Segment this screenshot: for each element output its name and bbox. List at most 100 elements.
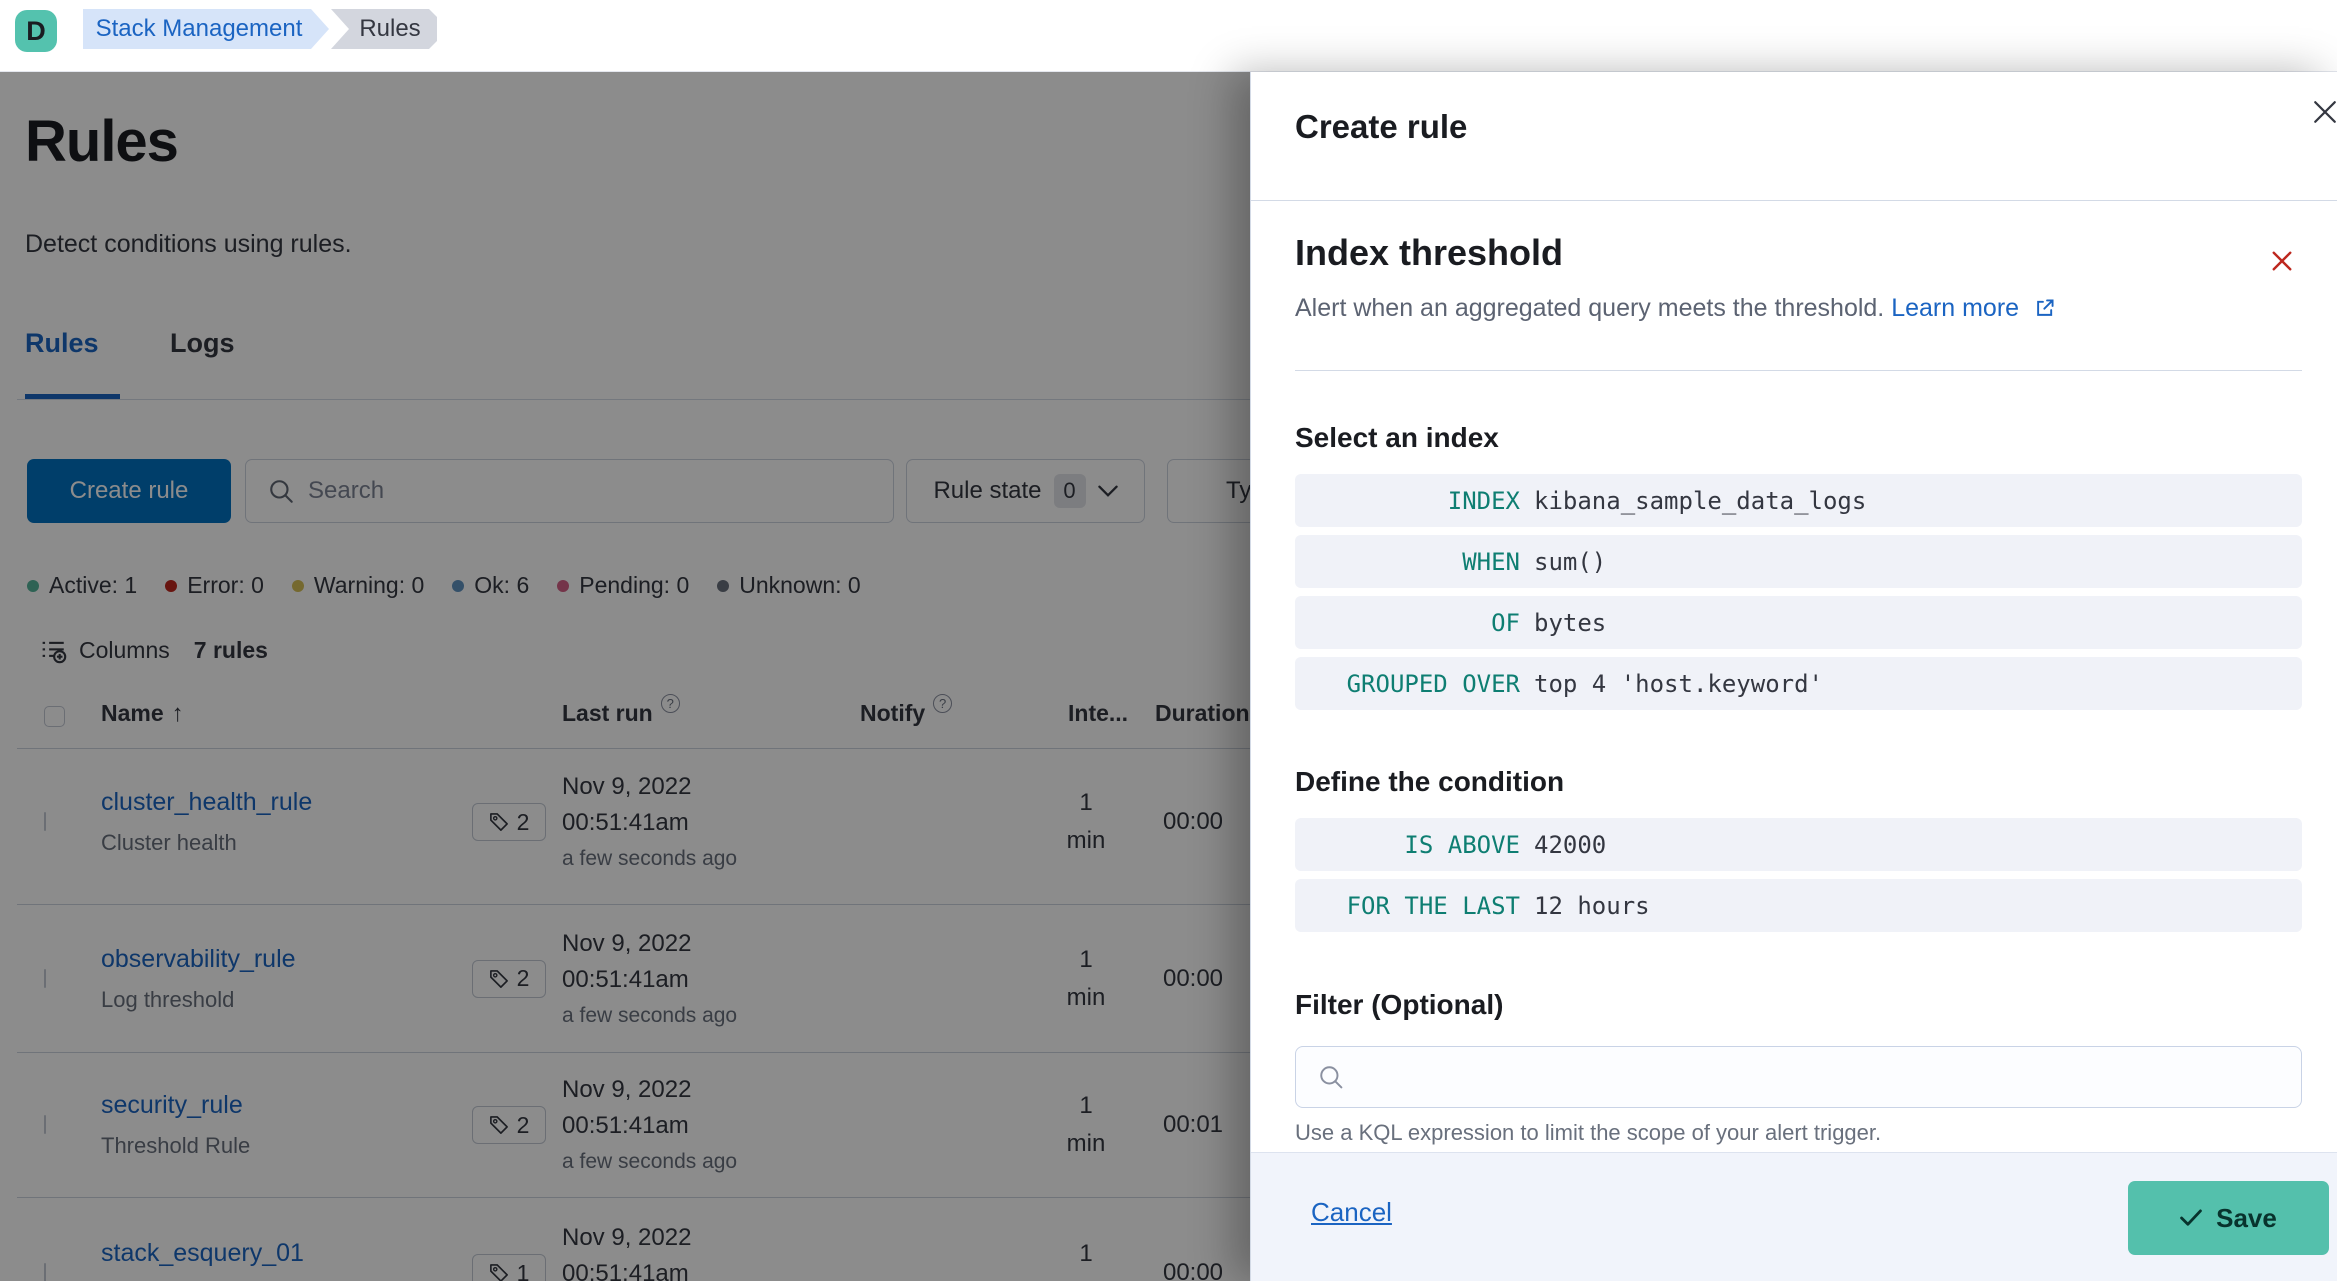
search-input[interactable]: Search (245, 459, 894, 523)
sort-asc-icon: ↑ (171, 700, 184, 727)
tags-badge[interactable]: 2 (472, 1106, 546, 1144)
legend-warning: Warning: 0 (291, 572, 424, 599)
search-icon (268, 478, 294, 504)
legend-pending: Pending: 0 (557, 572, 689, 599)
duration-cell: 00:00 (1162, 964, 1224, 992)
legend-unknown: Unknown: 0 (717, 572, 861, 599)
rule-state-filter-button[interactable]: Rule state 0 (906, 459, 1145, 523)
tab-logs[interactable]: Logs (170, 328, 235, 358)
row-separator (17, 904, 1250, 905)
interval-cell: 1 min (1067, 1240, 1106, 1281)
kql-filter-input[interactable] (1295, 1046, 2302, 1108)
when-expression[interactable]: WHEN sum() (1295, 535, 2302, 588)
active-dot (27, 579, 39, 592)
col-interval[interactable]: Inte... (1068, 700, 1129, 726)
table-row[interactable]: cluster_health_rule Cluster health 2 Nov… (0, 740, 1250, 904)
threshold-expression[interactable]: IS ABOVE 42000 (1295, 818, 2302, 871)
columns-icon (41, 638, 67, 664)
cancel-button[interactable]: Cancel (1311, 1197, 1392, 1227)
table-row[interactable]: security_rule Threshold Rule 2 Nov 9, 20… (0, 1053, 1250, 1197)
tag-icon (489, 813, 508, 831)
warning-dot (291, 579, 304, 592)
chevron-down-icon (1097, 485, 1118, 497)
table-header-border (17, 748, 1250, 749)
duration-cell: 00:01 (1162, 1111, 1224, 1138)
rule-type-label: Threshold Rule (101, 1133, 251, 1158)
tabs-divider (17, 399, 1250, 400)
select-index-heading: Select an index (1295, 422, 1499, 453)
breadcrumb-stack-management[interactable]: Stack Management (83, 9, 329, 49)
learn-more-link[interactable]: Learn more (1891, 294, 2056, 322)
error-dot (165, 579, 178, 592)
ok-dot (452, 579, 465, 592)
row-separator (17, 1052, 1250, 1053)
page-subtitle: Detect conditions using rules. (25, 230, 352, 258)
create-rule-button-label: Create rule (69, 477, 189, 504)
table-row[interactable]: observability_rule Log threshold 2 Nov 9… (0, 905, 1250, 1052)
save-button[interactable]: Save (2128, 1181, 2329, 1255)
columns-button[interactable]: Columns (79, 637, 170, 663)
condition-heading: Define the condition (1295, 766, 1565, 797)
row-checkbox[interactable] (44, 1115, 46, 1134)
grouped-over-expression[interactable]: GROUPED OVER top 4 'host.keyword' (1295, 657, 2302, 710)
time-window-expression[interactable]: FOR THE LAST 12 hours (1295, 879, 2302, 932)
col-name[interactable]: Name ↑ (101, 700, 184, 727)
of-expression[interactable]: OF bytes (1295, 596, 2302, 649)
duration-cell: 00:00 (1162, 1259, 1224, 1281)
external-link-icon (2037, 299, 2054, 316)
flyout-header: Create rule (1251, 72, 2337, 201)
remove-rule-type-icon[interactable] (2267, 246, 2297, 276)
interval-cell: 1 min (1066, 789, 1106, 854)
duration-cell: 00:00 (1162, 808, 1224, 835)
rule-name-link[interactable]: observability_rule (101, 944, 296, 973)
row-checkbox[interactable] (44, 968, 46, 988)
tags-badge[interactable]: 2 (472, 959, 546, 998)
rule-name-link[interactable]: security_rule (101, 1091, 243, 1119)
col-last-run[interactable]: Last run? (562, 694, 680, 727)
tag-icon (489, 1116, 508, 1134)
index-expression[interactable]: INDEX kibana_sample_data_logs (1295, 474, 2302, 527)
overlay-mask (0, 72, 1250, 1281)
close-icon[interactable] (2307, 94, 2337, 130)
flyout-footer: Cancel Save (1251, 1152, 2337, 1281)
tags-badge[interactable]: 2 (472, 803, 546, 841)
rule-type-heading: Index threshold (1295, 232, 1564, 273)
rule-name-link[interactable]: cluster_health_rule (101, 788, 313, 816)
search-placeholder: Search (308, 477, 385, 504)
flyout-title: Create rule (1295, 108, 1468, 145)
col-notify[interactable]: Notify? (860, 694, 953, 727)
check-icon (2180, 1209, 2202, 1226)
rule-name-link[interactable]: stack_esquery_01 (101, 1239, 304, 1267)
help-icon: ? (933, 694, 953, 713)
row-checkbox[interactable] (44, 1263, 46, 1281)
header-bar: D Stack Management Rules (0, 0, 2337, 72)
legend-ok: Ok: 6 (452, 572, 529, 599)
last-run-cell: Nov 9, 2022 00:51:41am a few seconds ago (562, 929, 738, 1027)
search-icon (1318, 1064, 1344, 1090)
select-all-checkbox[interactable] (44, 706, 65, 727)
table-controls: Columns 7 rules (41, 637, 268, 664)
page-title: Rules (25, 109, 179, 174)
pending-dot (557, 579, 570, 592)
last-run-cell: Nov 9, 2022 00:51:41am a few seconds ago (562, 1076, 738, 1173)
rule-state-label: Rule state (933, 477, 1042, 504)
rule-type-label: Cluster health (101, 830, 237, 855)
active-tab-underline (25, 394, 120, 399)
tab-rules[interactable]: Rules (25, 328, 99, 358)
create-rule-button[interactable]: Create rule (27, 459, 231, 523)
last-run-cell: Nov 9, 2022 00:51:41am a few seconds ago (562, 773, 738, 870)
row-checkbox[interactable] (44, 812, 46, 831)
tag-icon (489, 969, 508, 988)
rule-state-count-badge: 0 (1053, 474, 1086, 508)
legend-active: Active: 1 (27, 572, 137, 599)
breadcrumb-rules: Rules (331, 9, 437, 49)
space-avatar[interactable]: D (15, 10, 57, 52)
last-run-cell: Nov 9, 2022 00:51:41am a few seconds ago (562, 1224, 692, 1281)
table-row[interactable]: stack_esquery_01 Elasticsearch query 1 N… (0, 1198, 1250, 1281)
interval-cell: 1 min (1066, 945, 1106, 1011)
filter-heading: Filter (Optional) (1295, 989, 1504, 1020)
rules-count: 7 rules (193, 637, 268, 663)
tags-badge[interactable]: 1 (472, 1254, 546, 1281)
unknown-dot (717, 579, 730, 592)
